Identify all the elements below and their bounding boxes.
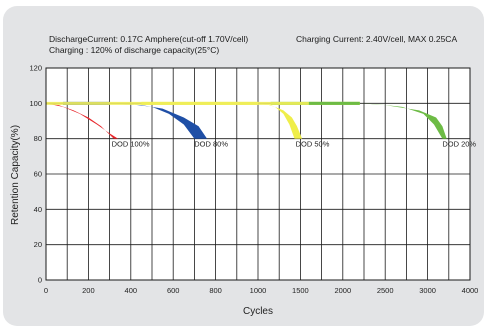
x-tick-label: 3000 — [419, 286, 436, 295]
y-axis-title: Retention Capacity(%) — [10, 125, 21, 225]
charging-current-label: Charging Current: 2.40V/cell, MAX 0.25CA — [296, 34, 457, 44]
plot-area: 0 20 40 60 80 100 120 0 200 400 600 800 1000 1500 2000… — [29, 64, 478, 296]
plot-frame — [45, 67, 471, 281]
charging-current-value: : 2.40V/cell, MAX 0.25CA — [361, 34, 457, 44]
discharge-current-label: DischargeCurrent: 0.17C Amphere(cut-off … — [49, 34, 248, 44]
x-tick-label: 4000 — [462, 286, 479, 295]
discharge-current-value: : 0.17C Amphere(cut-off 1.70V/cell) — [116, 34, 249, 44]
x-tick-label: 2000 — [334, 286, 351, 295]
y-tick-label: 120 — [29, 64, 42, 73]
discharge-current-title: DischargeCurrent — [49, 34, 116, 44]
charging-current-title: Charging Current — [296, 34, 362, 44]
y-tick-label: 20 — [34, 240, 42, 249]
x-tick-label: 1000 — [250, 286, 267, 295]
series-band — [109, 103, 208, 139]
dod-curve-label: DOD 20% — [442, 140, 476, 149]
x-tick-label: 0 — [44, 286, 48, 295]
dod-curve-label: DOD 80% — [194, 140, 228, 149]
x-tick-label: 200 — [82, 286, 95, 295]
series-band — [258, 103, 303, 139]
x-tick-label: 2500 — [377, 286, 394, 295]
y-tick-label: 60 — [34, 170, 42, 179]
x-tick-label: 800 — [209, 286, 222, 295]
x-tick-label: 1500 — [292, 286, 309, 295]
x-tick-label: 600 — [167, 286, 180, 295]
dod-curve-label: DOD 100% — [112, 140, 150, 149]
x-axis-title: Cycles — [243, 306, 273, 317]
y-tick-label: 40 — [34, 205, 42, 214]
dod-curve-label: DOD 50% — [296, 140, 330, 149]
y-tick-label: 100 — [29, 99, 42, 108]
y-tick-label: 80 — [34, 134, 42, 143]
y-tick-label: 0 — [38, 276, 42, 285]
charging-capacity-label: Charging : 120% of discharge capacity(25… — [49, 45, 219, 55]
x-tick-label: 400 — [125, 286, 138, 295]
series-band — [46, 103, 119, 139]
